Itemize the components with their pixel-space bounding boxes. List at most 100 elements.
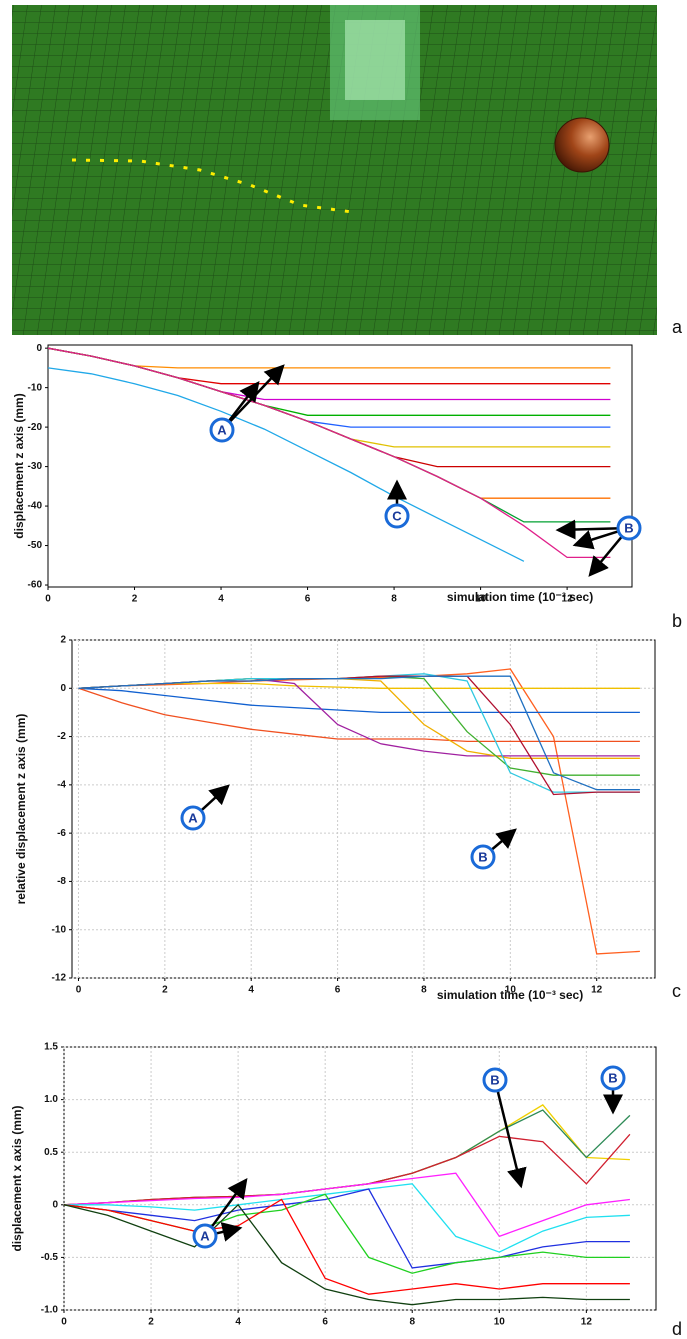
x-tick-label: 6 bbox=[322, 1317, 328, 1328]
x-tick-label: 2 bbox=[132, 594, 138, 605]
data-line bbox=[47, 347, 611, 369]
x-tick-label: 10 bbox=[505, 985, 517, 996]
x-tick-label: 4 bbox=[248, 985, 254, 996]
panel-label: c bbox=[672, 981, 681, 1001]
x-tick-label: 2 bbox=[162, 985, 168, 996]
annotation-label: B bbox=[478, 849, 487, 864]
y-tick-label: 0 bbox=[60, 683, 66, 694]
annotation-arrow bbox=[496, 1091, 527, 1189]
panel-label: b bbox=[672, 611, 682, 631]
x-tick-label: 8 bbox=[409, 1317, 415, 1328]
annotation-label: B bbox=[490, 1072, 499, 1087]
annotation-circle bbox=[192, 1223, 218, 1249]
annotation-label: A bbox=[188, 810, 198, 825]
y-tick-label: -12 bbox=[52, 973, 67, 984]
data-line bbox=[78, 675, 640, 776]
x-tick-label: 4 bbox=[218, 594, 224, 605]
data-line bbox=[63, 1198, 630, 1295]
y-tick-label: 0 bbox=[52, 1199, 58, 1210]
x-tick-label: 6 bbox=[305, 594, 311, 605]
y-tick-label: 1.5 bbox=[44, 1042, 58, 1053]
y-tick-label: -50 bbox=[28, 540, 43, 551]
y-tick-label: -40 bbox=[28, 501, 43, 512]
annotation-circle bbox=[482, 1067, 508, 1093]
x-tick-label: 4 bbox=[235, 1317, 241, 1328]
plot-area bbox=[71, 639, 656, 979]
simulation-render bbox=[12, 5, 657, 335]
annotation-circle bbox=[600, 1065, 626, 1091]
x-tick-label: 0 bbox=[76, 985, 82, 996]
x-tick-label: 12 bbox=[591, 985, 603, 996]
data-line bbox=[63, 1172, 630, 1238]
y-tick-label: -2 bbox=[57, 731, 66, 742]
x-tick-label: 10 bbox=[475, 594, 487, 605]
y-tick-label: -0.5 bbox=[41, 1252, 59, 1263]
data-line bbox=[78, 687, 640, 743]
data-line bbox=[63, 1193, 630, 1274]
panel-label: a bbox=[672, 317, 683, 337]
data-line bbox=[78, 675, 640, 791]
annotation-arrow bbox=[229, 364, 285, 423]
annotation-circle bbox=[180, 805, 206, 831]
x-axis-label: simulation time (10⁻³ sec) bbox=[447, 590, 593, 604]
x-tick-label: 0 bbox=[61, 1317, 67, 1328]
x-tick-label: 8 bbox=[421, 985, 427, 996]
y-tick-label: -6 bbox=[57, 828, 66, 839]
panel-label: d bbox=[672, 1319, 682, 1339]
annotation-arrow bbox=[228, 381, 260, 422]
x-tick-label: 12 bbox=[562, 594, 574, 605]
x-tick-label: 6 bbox=[335, 985, 341, 996]
annotation-circle bbox=[470, 844, 496, 870]
annotation-arrow bbox=[491, 828, 517, 851]
y-tick-label: -60 bbox=[28, 580, 43, 591]
data-line bbox=[78, 675, 640, 796]
y-tick-label: -4 bbox=[57, 779, 66, 790]
data-line bbox=[47, 347, 611, 523]
annotation-label: A bbox=[217, 422, 227, 437]
data-line bbox=[64, 1183, 630, 1253]
annotation-circle bbox=[616, 515, 642, 541]
data-line bbox=[47, 347, 611, 448]
y-tick-label: 1.0 bbox=[44, 1094, 58, 1105]
x-tick-label: 0 bbox=[45, 594, 51, 605]
y-axis-label: displacement x axis (mm) bbox=[10, 1105, 24, 1251]
annotation-arrow bbox=[201, 784, 230, 811]
annotation-arrow bbox=[216, 1222, 243, 1242]
data-line bbox=[78, 673, 640, 793]
annotation-arrow bbox=[588, 536, 623, 577]
annotation-arrow bbox=[211, 1177, 248, 1228]
y-tick-label: -1.0 bbox=[41, 1305, 59, 1316]
data-line bbox=[47, 367, 525, 562]
annotation-circle bbox=[384, 503, 410, 529]
annotation-arrow bbox=[572, 530, 618, 550]
data-line bbox=[47, 347, 611, 416]
x-tick-label: 8 bbox=[391, 594, 397, 605]
y-axis-label: displacement z axis (mm) bbox=[12, 393, 26, 538]
data-line bbox=[63, 1104, 630, 1206]
y-tick-label: -30 bbox=[28, 461, 43, 472]
annotation-circle bbox=[209, 417, 235, 443]
plot-area bbox=[63, 1046, 657, 1311]
y-axis-label: relative displacement z axis (mm) bbox=[14, 714, 28, 905]
x-tick-label: 12 bbox=[581, 1317, 593, 1328]
data-line bbox=[47, 347, 611, 401]
data-line bbox=[63, 1188, 630, 1269]
plot-area bbox=[47, 344, 633, 588]
x-axis-label: simulation time (10⁻³ sec) bbox=[437, 988, 583, 1002]
annotation-label: B bbox=[624, 520, 633, 535]
y-tick-label: 0 bbox=[36, 343, 42, 354]
y-tick-label: -10 bbox=[28, 382, 43, 393]
y-tick-label: -10 bbox=[52, 924, 67, 935]
x-tick-label: 10 bbox=[494, 1317, 506, 1328]
data-line bbox=[78, 687, 640, 714]
x-tick-label: 2 bbox=[148, 1317, 154, 1328]
data-line bbox=[47, 347, 611, 559]
annotation-arrow bbox=[555, 519, 618, 540]
data-line bbox=[47, 347, 611, 499]
y-tick-label: -8 bbox=[57, 876, 66, 887]
y-tick-label: 0.5 bbox=[44, 1147, 58, 1158]
y-tick-label: -20 bbox=[28, 422, 43, 433]
data-line bbox=[63, 1203, 630, 1306]
annotation-label: A bbox=[200, 1228, 210, 1243]
